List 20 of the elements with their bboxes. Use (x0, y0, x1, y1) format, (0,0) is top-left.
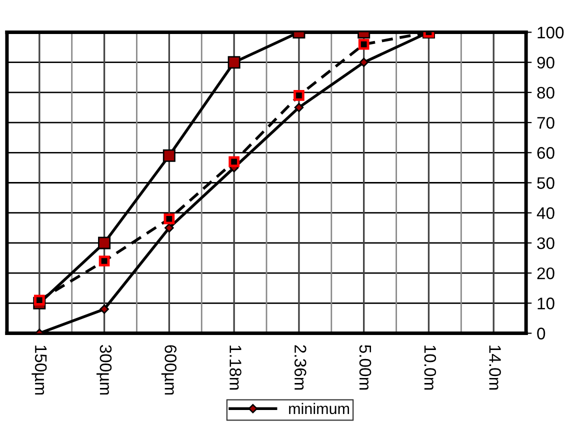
y-tick-label: 90 (537, 56, 554, 69)
x-tick-label: 14.0m (489, 346, 501, 390)
x-tick-label: 5.00m (359, 345, 372, 390)
x-tick-label: 150µm (32, 346, 47, 395)
y-tick-label: 30 (537, 237, 554, 250)
y-tick-label: 60 (537, 147, 554, 159)
legend-label: minimum (289, 402, 349, 414)
y-tick-label: 70 (537, 116, 554, 129)
y-tick-label: 20 (537, 267, 554, 280)
y-tick-label: 100 (538, 26, 564, 38)
x-tick-label: 10.0m (424, 346, 436, 390)
y-tick-label: 0 (537, 328, 546, 340)
x-tick-label: 600µm (161, 345, 177, 395)
y-tick-label: 40 (536, 207, 554, 220)
y-tick-label: 50 (537, 177, 554, 189)
y-tick-label: 10 (538, 298, 554, 310)
y-tick-label: 80 (537, 86, 554, 99)
x-tick-label: 1.18m (230, 346, 242, 390)
x-tick-label: 2.36m (294, 345, 306, 390)
x-tick-label: 300µm (96, 344, 112, 395)
